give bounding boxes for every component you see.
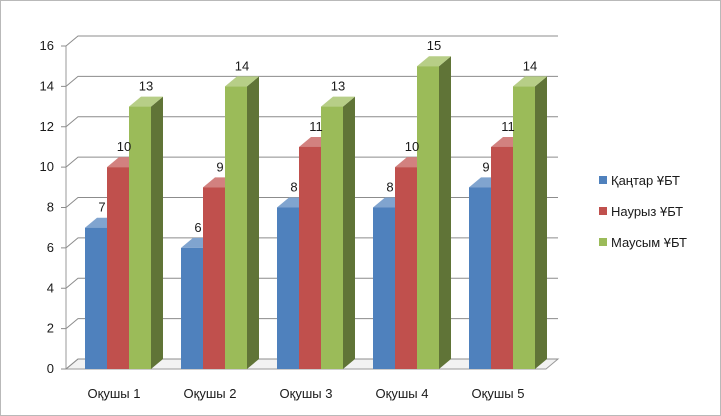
- bar-front: [491, 146, 513, 369]
- bar-front: [299, 146, 321, 369]
- bar-top: [513, 76, 547, 87]
- x-tick-label: Оқушы 3: [280, 386, 333, 401]
- bars: [85, 56, 547, 369]
- bar: [513, 76, 547, 369]
- x-tick-label: Оқушы 2: [184, 386, 237, 401]
- data-label: 6: [194, 220, 201, 235]
- bar-side: [535, 76, 547, 369]
- bar-side: [151, 96, 163, 369]
- data-label: 13: [331, 79, 345, 94]
- bar-front: [321, 106, 343, 369]
- gridline: [65, 116, 558, 128]
- legend-swatch: [599, 176, 607, 184]
- bar: [225, 76, 259, 369]
- y-tick-label: 10: [40, 159, 54, 174]
- data-labels: 7 10 13 6 9 14 8 11 13 8 10 15 9 11 14: [98, 38, 537, 235]
- bar: [417, 56, 451, 369]
- x-tick-label: Оқушы 5: [472, 386, 525, 401]
- bar: [129, 96, 163, 369]
- bar-side: [247, 76, 259, 369]
- data-label: 11: [309, 119, 323, 134]
- x-tick-label: Оқушы 1: [88, 386, 141, 401]
- data-label: 14: [523, 58, 537, 73]
- bar-side: [439, 56, 451, 369]
- bar-front: [373, 207, 395, 369]
- bar: [321, 96, 355, 369]
- y-tick-label: 12: [40, 119, 54, 134]
- bar-front: [181, 247, 203, 369]
- x-axis: Оқушы 1 Оқушы 2 Оқушы 3 Оқушы 4 Оқушы 5: [88, 386, 525, 401]
- bar-front: [129, 106, 151, 369]
- bar-top: [321, 96, 355, 107]
- bar-front: [395, 167, 417, 369]
- data-label: 13: [139, 79, 153, 94]
- legend: Қаңтар ҰБТ Наурыз ҰБТ Маусым ҰБТ: [599, 173, 687, 250]
- bar-front: [107, 167, 129, 369]
- y-tick-label: 8: [47, 200, 54, 215]
- bar-top: [225, 76, 259, 87]
- gridline: [65, 75, 558, 87]
- y-axis: 0 2 4 6 8 10 12 14 16: [40, 38, 66, 376]
- bar-top: [417, 56, 451, 67]
- bar-front: [203, 187, 225, 369]
- bar-front: [277, 207, 299, 369]
- bar-front: [513, 86, 535, 369]
- legend-item: Маусым ҰБТ: [599, 235, 687, 250]
- legend-item: Қаңтар ҰБТ: [599, 173, 680, 188]
- legend-item: Наурыз ҰБТ: [599, 204, 683, 219]
- data-label: 9: [482, 159, 489, 174]
- x-tick-label: Оқушы 4: [376, 386, 429, 401]
- data-label: 8: [386, 180, 393, 195]
- bar-side: [343, 96, 355, 369]
- data-label: 7: [98, 200, 105, 215]
- bar-front: [225, 86, 247, 369]
- y-tick-label: 4: [47, 280, 54, 295]
- y-tick-label: 16: [40, 38, 54, 53]
- y-tick-label: 0: [47, 361, 54, 376]
- data-label: 15: [427, 38, 441, 53]
- legend-label: Қаңтар ҰБТ: [611, 173, 680, 188]
- gridline: [65, 156, 558, 168]
- data-label: 10: [117, 139, 131, 154]
- legend-label: Маусым ҰБТ: [611, 235, 687, 250]
- legend-label: Наурыз ҰБТ: [611, 204, 683, 219]
- data-label: 10: [405, 139, 419, 154]
- bar-top: [129, 96, 163, 107]
- data-label: 9: [216, 159, 223, 174]
- y-tick-label: 2: [47, 321, 54, 336]
- bar-front: [85, 227, 107, 369]
- gridline: [65, 35, 558, 47]
- legend-swatch: [599, 238, 607, 246]
- bar-front: [469, 187, 491, 369]
- data-label: 8: [290, 180, 297, 195]
- data-label: 11: [501, 119, 515, 134]
- bar-front: [417, 66, 439, 369]
- y-tick-label: 14: [40, 78, 54, 93]
- data-label: 14: [235, 58, 249, 73]
- legend-swatch: [599, 207, 607, 215]
- y-tick-label: 6: [47, 240, 54, 255]
